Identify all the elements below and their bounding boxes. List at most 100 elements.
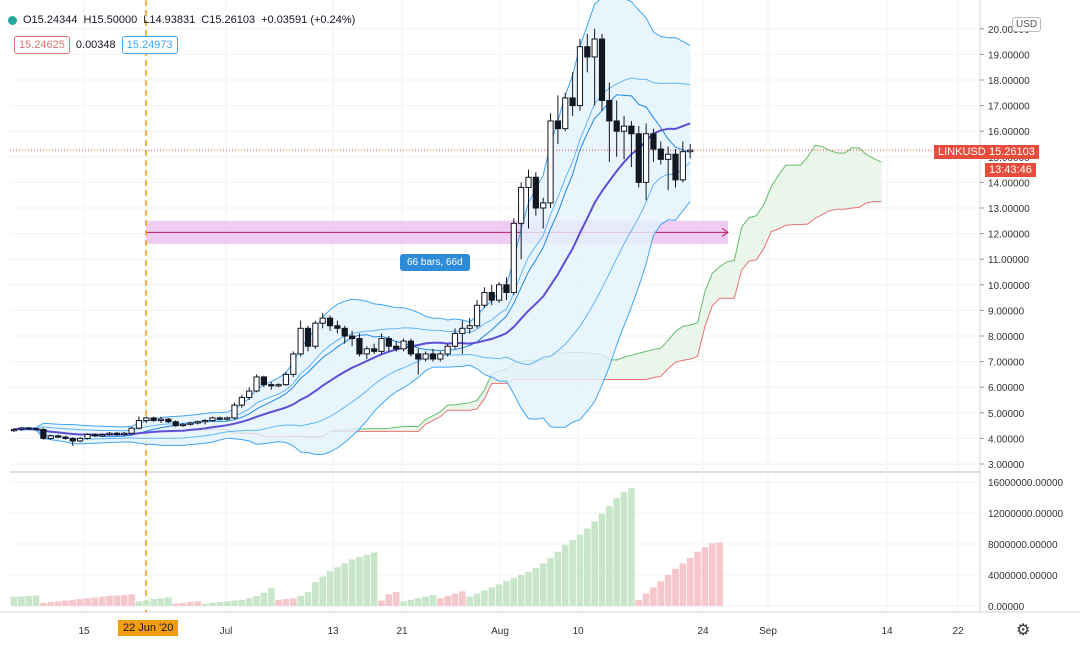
- candle-body: [55, 435, 62, 438]
- volume-bar: [165, 597, 172, 606]
- candle-body: [385, 338, 392, 347]
- candle-body: [415, 353, 422, 360]
- candle-body: [135, 419, 143, 429]
- price-tick-label: 5.00000: [988, 409, 1025, 420]
- candle-body: [290, 353, 297, 375]
- time-tick-label: 14: [881, 626, 893, 637]
- volume-bar: [569, 540, 576, 606]
- currency-label[interactable]: USD: [1012, 17, 1042, 32]
- candle-body: [444, 345, 451, 355]
- volume-tick-label: 4000000.00000: [988, 571, 1058, 582]
- volume-bar: [157, 598, 165, 606]
- ohlc-open: O15.24344: [23, 14, 78, 26]
- gear-icon[interactable]: ⚙: [1016, 622, 1031, 639]
- volume-bar: [348, 559, 356, 606]
- volume-bar: [488, 587, 496, 606]
- candle-body: [40, 428, 47, 439]
- candle-body: [113, 432, 121, 436]
- band-lower: [13, 200, 691, 455]
- volume-bar: [216, 602, 224, 606]
- candle-body: [481, 291, 488, 306]
- volume-tick-label: 12000000.00000: [988, 509, 1064, 520]
- volume-bar: [47, 602, 55, 606]
- volume-bar: [128, 594, 135, 606]
- countdown-tag: 13:43:46: [985, 163, 1036, 177]
- volume-bar: [378, 600, 385, 606]
- volume-bar: [18, 596, 25, 606]
- candle-body: [179, 423, 187, 427]
- price-tick-label: 20.00000: [988, 25, 1030, 36]
- price-tick-label: 8.00000: [988, 332, 1025, 343]
- volume-bar: [686, 557, 694, 606]
- time-tick-label: Jul: [220, 626, 233, 637]
- volume-bar: [451, 593, 459, 606]
- candle-body: [650, 133, 657, 150]
- candle-body: [165, 418, 172, 423]
- volume-bar: [150, 599, 157, 606]
- volume-bar: [576, 534, 584, 606]
- volume-bar: [231, 600, 238, 606]
- price-axis[interactable]: 3.00000 4.00000 5.00000 6.00000 7.00000 8.000…: [980, 25, 1064, 613]
- candle-body: [679, 151, 686, 181]
- volume-bar: [245, 598, 253, 606]
- volume-bar: [297, 595, 304, 606]
- volume-bar: [598, 513, 606, 606]
- volume-bar: [40, 602, 47, 606]
- candle-body: [422, 353, 429, 360]
- volume-bar: [481, 590, 488, 606]
- volume-bar: [54, 601, 62, 606]
- candle-body: [99, 434, 106, 437]
- candle-body: [657, 148, 664, 160]
- candle-body: [260, 376, 267, 386]
- candle-body: [628, 125, 635, 135]
- time-tick-label: 15: [78, 626, 90, 637]
- candle-series: [10, 28, 694, 447]
- volume-bar: [635, 599, 643, 606]
- volume-bar: [113, 595, 121, 606]
- time-tick-label: 10: [572, 626, 584, 637]
- candle-body: [62, 436, 69, 439]
- price-tick-label: 7.00000: [988, 358, 1025, 369]
- volume-bar: [363, 554, 371, 606]
- volume-bar: [334, 567, 341, 606]
- candle-body: [371, 348, 378, 352]
- candle-body: [275, 384, 282, 387]
- candle-body: [598, 38, 606, 101]
- price-tick-label: 19.00000: [988, 50, 1030, 61]
- candle-body: [488, 291, 495, 301]
- indicator-legend: 15.24625 0.00348 15.24973: [14, 36, 178, 54]
- candle-body: [459, 327, 466, 334]
- candle-body: [576, 46, 584, 107]
- candle-body: [150, 417, 157, 421]
- time-axis[interactable]: 15 Jul 13 21 Aug 10 24 Sep 14 22: [78, 626, 964, 637]
- candle-body: [143, 417, 150, 421]
- candle-body: [393, 345, 400, 350]
- volume-bar: [25, 595, 32, 606]
- volume-bar: [370, 552, 378, 606]
- candle-body: [356, 338, 363, 355]
- candle-body: [466, 325, 473, 329]
- volume-bar: [76, 599, 84, 606]
- volume-bar: [620, 492, 628, 606]
- candle-body: [106, 432, 113, 436]
- candle-body: [187, 422, 194, 425]
- candle-body: [591, 38, 598, 58]
- price-tick-label: 12.00000: [988, 230, 1030, 241]
- volume-bar: [591, 521, 598, 606]
- range-arrow-head: [721, 227, 729, 237]
- volume-bar: [606, 506, 613, 606]
- time-tick-label: Sep: [759, 626, 777, 637]
- volume-bar: [510, 578, 518, 606]
- volume-bar: [98, 596, 106, 606]
- candle-body: [69, 437, 76, 442]
- candle-body: [349, 335, 356, 340]
- volume-bar: [282, 599, 290, 606]
- candle-body: [202, 419, 209, 423]
- candle-body: [32, 428, 40, 431]
- candle-body: [540, 202, 547, 209]
- candle-body: [518, 187, 525, 224]
- volume-bar: [385, 594, 393, 606]
- volume-bar: [561, 544, 569, 606]
- volume-bar: [473, 593, 481, 606]
